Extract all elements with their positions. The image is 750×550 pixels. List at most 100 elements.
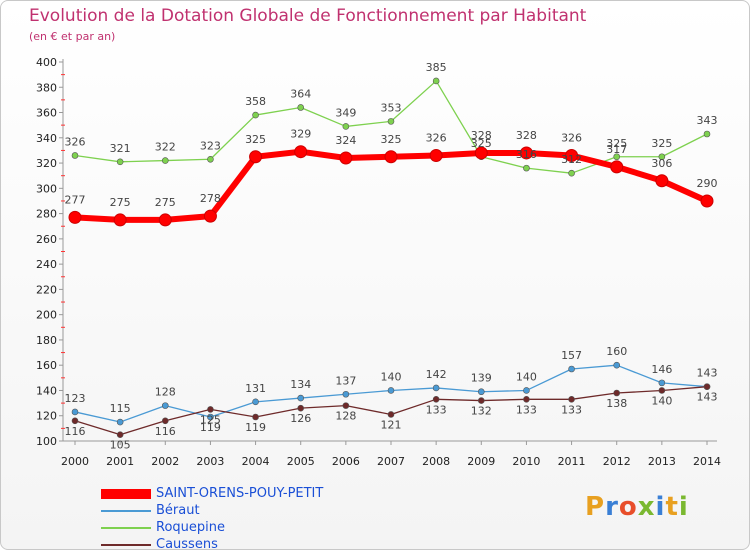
data-label: 322: [155, 141, 176, 154]
x-axis-ticks: 2000 2001 2002 2003 2004 2005 2006 2007 2008 2009…: [61, 441, 721, 468]
data-point: [71, 152, 79, 159]
data-label: 119: [245, 421, 266, 434]
data-point: [700, 194, 714, 208]
data-label: 326: [561, 131, 582, 144]
data-point: [658, 153, 666, 161]
data-label: 140: [651, 394, 672, 407]
data-label: 275: [110, 196, 131, 209]
y-tick-label: 260: [36, 233, 57, 246]
data-label: 157: [561, 349, 582, 362]
chart-title: Evolution de la Dotation Globale de Fonc…: [29, 6, 587, 26]
legend-swatch: [101, 510, 151, 512]
data-point: [568, 169, 575, 177]
data-label: 105: [110, 439, 131, 452]
data-label: 290: [697, 177, 718, 190]
data-point: [113, 213, 127, 227]
data-point: [71, 417, 79, 425]
data-label: 121: [381, 418, 402, 431]
data-label: 325: [245, 133, 266, 146]
series-3: [71, 383, 711, 438]
x-tick-label: 2012: [603, 455, 631, 468]
x-tick-label: 2002: [151, 455, 179, 468]
legend-item: SAINT-ORENS-POUY-PETIT: [101, 486, 401, 503]
axes: [61, 59, 717, 442]
y-tick-label: 100: [36, 435, 57, 448]
data-point: [477, 388, 485, 396]
data-point: [297, 404, 305, 412]
y-tick-label: 320: [36, 157, 57, 170]
data-label: 126: [290, 412, 311, 425]
logo-letter: o: [618, 492, 638, 522]
data-label: 123: [65, 392, 86, 405]
data-label: 116: [65, 425, 86, 438]
data-label: 133: [426, 403, 447, 416]
data-label: 349: [335, 106, 356, 119]
data-point: [703, 130, 711, 138]
data-point: [116, 418, 124, 426]
x-tick-label: 2003: [196, 455, 224, 468]
data-label: 325: [381, 133, 402, 146]
data-label: 146: [651, 363, 672, 376]
data-label: 326: [65, 135, 86, 148]
legend-label: Caussens: [156, 537, 218, 550]
data-point: [613, 153, 621, 161]
y-tick-label: 380: [36, 81, 57, 94]
data-point: [432, 77, 440, 85]
legend: SAINT-ORENS-POUY-PETIT Béraut Roquepine Cau…: [101, 486, 401, 550]
data-label: 140: [381, 370, 402, 383]
x-tick-label: 2011: [558, 455, 586, 468]
data-point: [613, 389, 621, 397]
x-tick-label: 2014: [693, 455, 721, 468]
data-point: [523, 387, 530, 394]
x-tick-label: 2000: [61, 455, 89, 468]
data-point: [342, 402, 350, 409]
legend-swatch: [101, 489, 151, 499]
data-point: [658, 387, 666, 394]
data-label: 275: [155, 196, 176, 209]
y-tick-label: 360: [36, 107, 57, 120]
data-label: 277: [65, 193, 86, 206]
data-point: [116, 431, 124, 438]
data-label: 140: [516, 370, 537, 383]
data-label: 131: [245, 382, 266, 395]
data-point: [384, 150, 398, 164]
data-point: [658, 379, 666, 387]
data-label: 128: [155, 386, 176, 399]
data-label: 385: [426, 61, 447, 74]
data-label: 133: [561, 403, 582, 416]
data-label: 329: [290, 128, 311, 141]
data-label: 343: [697, 114, 718, 127]
data-point: [252, 111, 259, 119]
data-point: [613, 361, 621, 369]
data-point: [116, 158, 124, 166]
data-point: [161, 157, 169, 164]
x-tick-label: 2007: [377, 455, 405, 468]
legend-swatch: [101, 527, 151, 529]
data-point: [387, 118, 395, 125]
data-label: 317: [606, 143, 627, 156]
data-label: 316: [516, 148, 537, 161]
legend-item: Béraut: [101, 503, 401, 520]
series-0: [68, 145, 714, 227]
legend-item: Roquepine: [101, 520, 401, 537]
data-point: [161, 417, 169, 425]
data-point: [252, 398, 259, 406]
chart-subtitle: (en € et par an): [29, 30, 116, 43]
data-point: [342, 123, 350, 130]
data-point: [565, 148, 579, 162]
data-label: 119: [200, 421, 221, 434]
data-point: [252, 413, 259, 421]
legend-label: Roquepine: [156, 520, 225, 535]
data-label: 328: [516, 129, 537, 142]
data-label: 160: [606, 345, 627, 358]
data-label: 115: [110, 402, 131, 415]
data-label: 138: [606, 397, 627, 410]
data-point: [297, 394, 305, 402]
data-label: 132: [471, 405, 492, 418]
proxiti-logo: Proxiti: [585, 492, 689, 522]
data-point: [207, 413, 214, 421]
data-point: [71, 408, 79, 416]
y-tick-label: 140: [36, 384, 57, 397]
